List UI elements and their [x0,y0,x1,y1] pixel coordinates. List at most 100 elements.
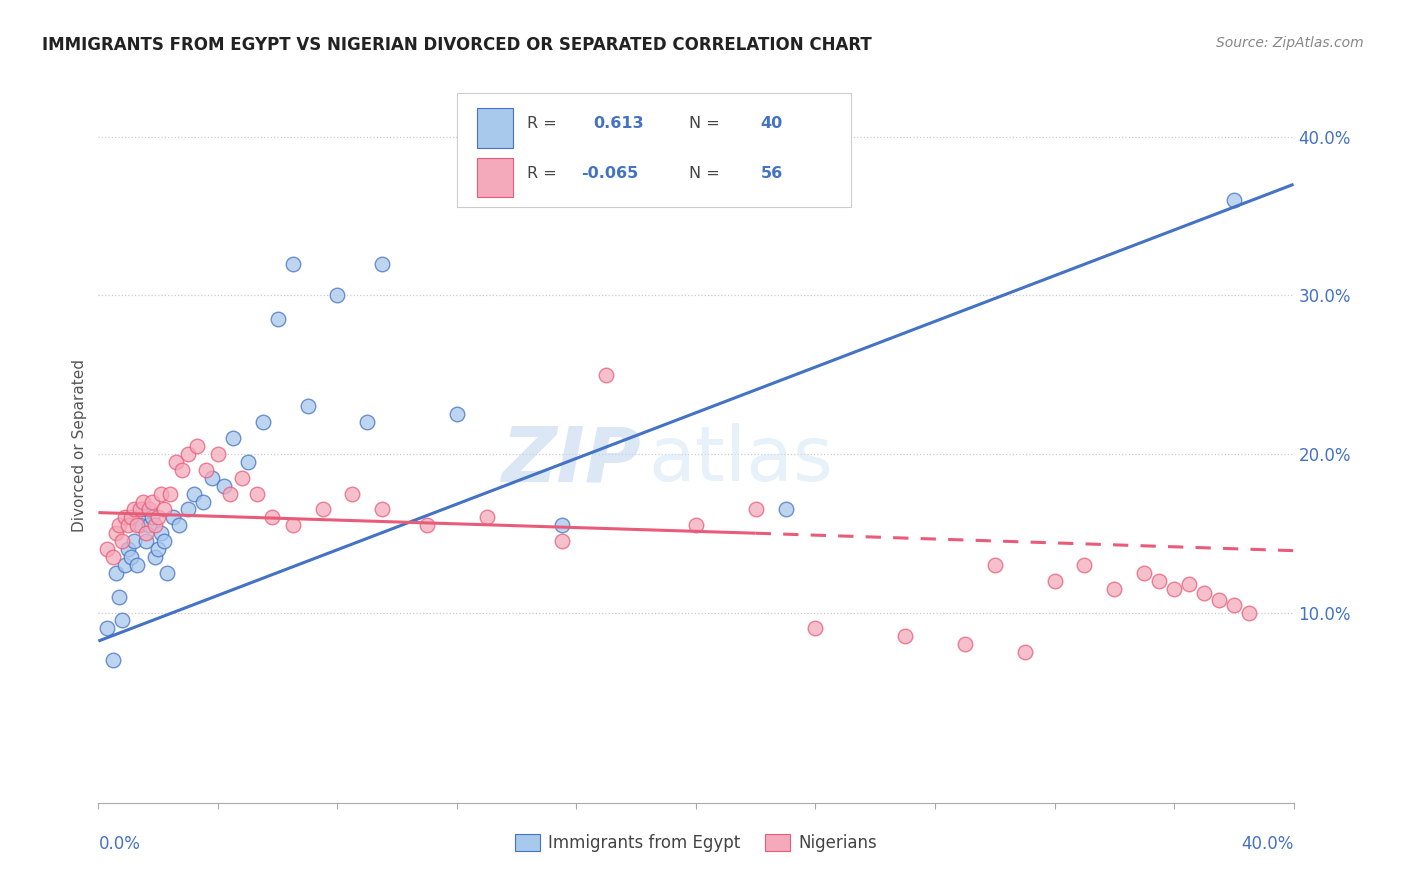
Point [129,502,152,516]
Point [124,502,146,516]
FancyBboxPatch shape [457,93,851,207]
Point [1043,574,1066,588]
Point [219,486,242,500]
Point [186,439,208,453]
Point [143,549,166,564]
Text: R =: R = [527,166,557,181]
Point [194,463,218,477]
Point [96,542,118,557]
Point [150,526,173,541]
Point [108,590,131,604]
Point [120,510,142,524]
Point [1073,558,1095,572]
Text: 0.613: 0.613 [593,116,644,131]
Y-axis label: Divorced or Separated: Divorced or Separated [72,359,87,533]
Text: IMMIGRANTS FROM EGYPT VS NIGERIAN DIVORCED OR SEPARATED CORRELATION CHART: IMMIGRANTS FROM EGYPT VS NIGERIAN DIVORC… [42,36,872,54]
Point [138,502,160,516]
Point [153,534,176,549]
Point [148,542,170,557]
Point [281,257,304,271]
Text: ZIP: ZIP [502,424,643,497]
Point [156,566,179,580]
Point [1208,592,1230,607]
Point [177,447,200,461]
Point [162,510,184,524]
Text: -0.065: -0.065 [581,166,638,181]
Point [1163,582,1185,596]
Point [804,621,827,635]
Point [150,486,173,500]
Point [894,629,917,643]
Text: 0.0%: 0.0% [98,835,141,853]
Point [371,257,394,271]
Point [132,494,155,508]
Text: 40.0%: 40.0% [1241,835,1294,853]
Point [153,502,176,516]
Point [177,502,200,516]
Point [108,518,131,533]
Point [281,518,304,533]
Bar [477,158,513,197]
Point [172,463,194,477]
Point [103,653,125,667]
Point [550,518,572,533]
Point [231,471,253,485]
Point [212,478,235,492]
Point [114,510,136,524]
Legend: Immigrants from Egypt, Nigerians: Immigrants from Egypt, Nigerians [508,827,884,859]
Point [117,518,139,533]
Point [983,558,1005,572]
Point [135,526,157,541]
Point [775,502,797,516]
Text: atlas: atlas [648,424,832,497]
Point [311,502,333,516]
Text: 40: 40 [761,116,783,131]
Point [96,621,118,635]
Point [297,400,319,414]
Point [595,368,617,382]
Point [132,502,155,516]
Point [148,510,170,524]
Point [745,502,768,516]
Point [114,558,136,572]
Point [120,549,142,564]
Point [1014,645,1036,659]
Point [371,502,394,516]
Point [124,534,146,549]
Text: R =: R = [527,116,557,131]
Point [117,542,139,557]
Point [141,510,163,524]
Point [475,510,498,524]
Point [326,288,349,302]
Point [159,486,181,500]
Point [550,534,572,549]
Point [191,494,214,508]
Point [1178,577,1201,591]
Point [127,518,149,533]
Point [342,486,364,500]
Point [127,558,149,572]
Point [356,415,378,429]
Point [1237,606,1260,620]
Point [111,534,134,549]
Point [1147,574,1170,588]
Point [143,518,166,533]
Text: N =: N = [689,116,724,131]
Point [201,471,224,485]
Point [953,637,976,651]
Point [103,549,125,564]
Point [138,518,160,533]
Point [222,431,245,445]
Point [446,407,468,421]
Point [1192,586,1215,600]
Point [105,566,128,580]
Point [1223,598,1246,612]
Point [1104,582,1126,596]
Text: N =: N = [689,166,724,181]
Point [183,486,205,500]
Point [135,534,157,549]
Text: Source: ZipAtlas.com: Source: ZipAtlas.com [1216,36,1364,50]
Text: 56: 56 [761,166,783,181]
Point [111,614,134,628]
Point [1223,193,1246,207]
